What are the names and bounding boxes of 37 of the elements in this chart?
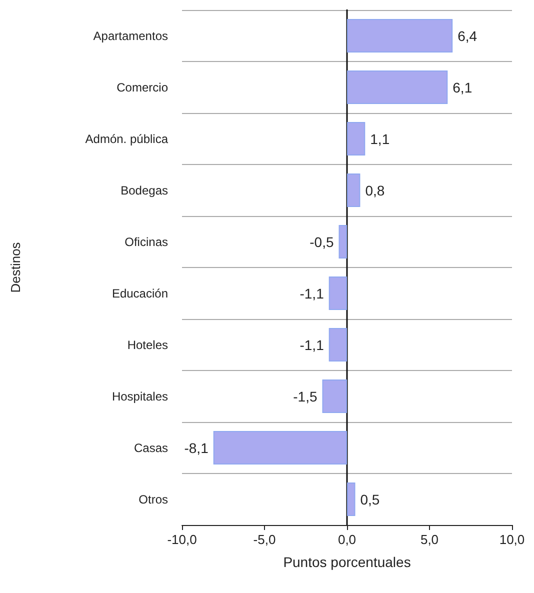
- bar: [328, 328, 347, 362]
- bar: [328, 276, 347, 310]
- y-tick-label: Casas: [134, 440, 168, 455]
- x-tick-label: -10,0: [167, 532, 197, 547]
- data-label: -1,1: [300, 285, 324, 302]
- data-label: 0,5: [360, 491, 380, 508]
- data-label: 1,1: [370, 130, 390, 147]
- y-axis-title: Destinos: [8, 242, 23, 293]
- bar: [347, 174, 360, 207]
- y-tick-label: Bodegas: [120, 183, 168, 198]
- bar: [347, 19, 453, 52]
- bar: [347, 482, 356, 516]
- y-tick-label: Hospitales: [112, 389, 168, 404]
- y-tick-label: Apartamentos: [93, 28, 168, 43]
- data-label: 6,4: [458, 28, 478, 44]
- y-tick-label: Hoteles: [127, 338, 168, 352]
- data-label: -8,1: [184, 440, 209, 456]
- x-tick-label: 5,0: [420, 532, 439, 547]
- bar: [347, 70, 448, 104]
- x-tick-label: -5,0: [253, 532, 276, 547]
- y-tick-label: Otros: [138, 492, 168, 506]
- data-label: -1,5: [293, 388, 318, 404]
- data-label: 6,1: [452, 79, 472, 96]
- bar: [322, 380, 347, 413]
- x-axis-title: Puntos porcentuales: [283, 554, 411, 570]
- y-tick-label: Educación: [112, 286, 168, 300]
- y-tick-label: Oficinas: [124, 234, 168, 249]
- bar: [213, 431, 347, 464]
- bar: [338, 225, 347, 258]
- data-label: -1,1: [300, 336, 324, 353]
- y-tick-label: Comercio: [116, 80, 168, 94]
- x-tick-label: 10,0: [499, 532, 525, 547]
- data-label: 0,8: [365, 182, 385, 198]
- y-tick-label: Admón. pública: [85, 132, 168, 146]
- bar: [347, 122, 366, 156]
- data-label: -0,5: [310, 234, 334, 250]
- x-tick-label: 0,0: [338, 532, 356, 547]
